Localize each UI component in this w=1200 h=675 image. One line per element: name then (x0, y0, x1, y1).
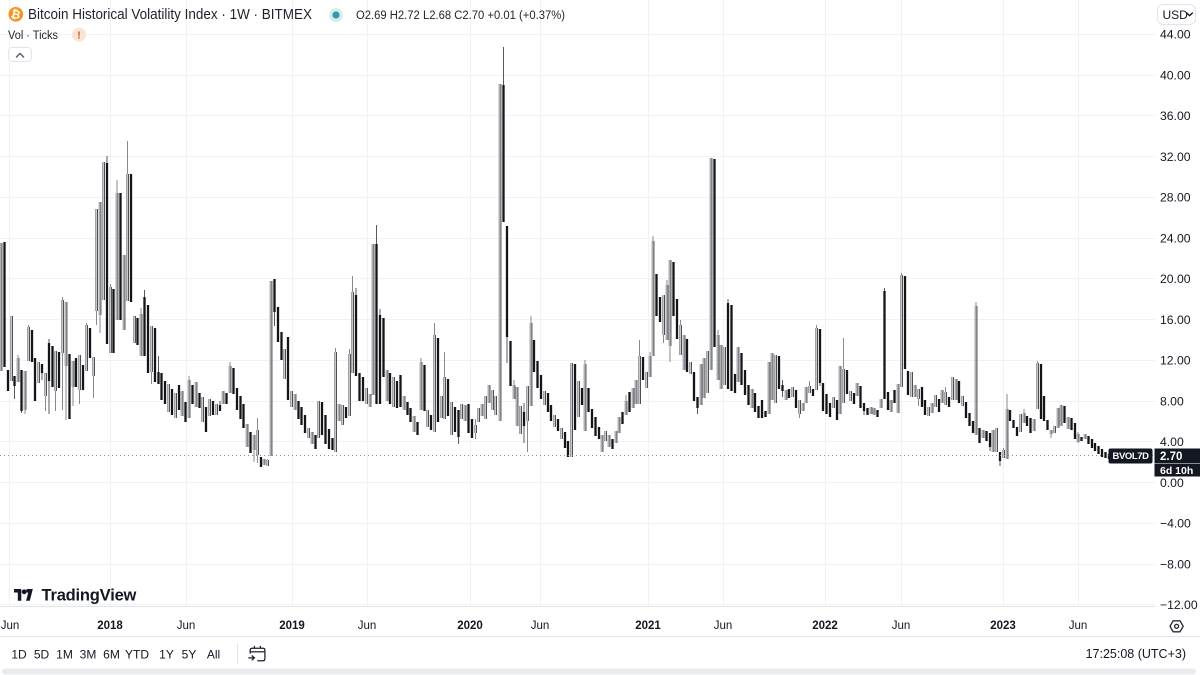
svg-text:0.00: 0.00 (1160, 476, 1184, 490)
svg-text:Jun: Jun (714, 620, 733, 632)
svg-text:2.70: 2.70 (1160, 451, 1182, 463)
svg-text:20.00: 20.00 (1160, 272, 1191, 286)
svg-text:5Y: 5Y (182, 648, 197, 662)
svg-text:8.00: 8.00 (1160, 394, 1184, 408)
svg-text:2021: 2021 (635, 620, 661, 632)
svg-text:Bitcoin Historical Volatility: Bitcoin Historical Volatility Index · 1W… (28, 6, 312, 23)
svg-text:−12.00: −12.00 (1160, 598, 1198, 612)
svg-text:Jun: Jun (177, 620, 196, 632)
svg-text:O2.69 H2.72 L2.68 C2.70 +0.01: O2.69 H2.72 L2.68 C2.70 +0.01 (+0.37%) (356, 10, 565, 22)
svg-text:!: ! (77, 30, 81, 42)
svg-text:17:25:08 (UTC+3): 17:25:08 (UTC+3) (1086, 647, 1186, 661)
svg-text:2020: 2020 (457, 620, 483, 632)
svg-text:12.00: 12.00 (1160, 354, 1191, 368)
svg-text:2022: 2022 (812, 620, 838, 632)
svg-text:32.00: 32.00 (1160, 150, 1191, 164)
svg-text:TradingView: TradingView (42, 587, 137, 605)
svg-text:−4.00: −4.00 (1160, 517, 1191, 531)
svg-text:5D: 5D (34, 648, 50, 662)
svg-text:−8.00: −8.00 (1160, 557, 1191, 571)
svg-text:6d 10h: 6d 10h (1160, 465, 1193, 477)
svg-text:28.00: 28.00 (1160, 191, 1191, 205)
svg-text:40.00: 40.00 (1160, 68, 1191, 82)
svg-text:1Y: 1Y (159, 648, 174, 662)
svg-text:All: All (207, 648, 220, 662)
svg-text:24.00: 24.00 (1160, 231, 1191, 245)
svg-text:4.00: 4.00 (1160, 435, 1184, 449)
svg-text:₿: ₿ (10, 8, 22, 22)
svg-text:36.00: 36.00 (1160, 109, 1191, 123)
svg-text:Vol · Ticks: Vol · Ticks (8, 30, 58, 42)
svg-text:6M: 6M (103, 648, 120, 662)
svg-text:YTD: YTD (125, 648, 149, 662)
svg-text:Jun: Jun (892, 620, 911, 632)
svg-text:3M: 3M (80, 648, 97, 662)
svg-text:44.00: 44.00 (1160, 28, 1191, 42)
svg-text:2019: 2019 (279, 620, 305, 632)
svg-text:Jun: Jun (1, 620, 20, 632)
svg-text:16.00: 16.00 (1160, 313, 1191, 327)
svg-text:2018: 2018 (97, 620, 123, 632)
svg-text:2023: 2023 (990, 620, 1016, 632)
svg-text:1M: 1M (56, 648, 73, 662)
svg-text:1D: 1D (11, 648, 27, 662)
svg-text:Jun: Jun (531, 620, 550, 632)
svg-text:BVOL7D: BVOL7D (1113, 451, 1150, 462)
svg-text:Jun: Jun (358, 620, 377, 632)
svg-text:USD: USD (1163, 8, 1189, 22)
svg-text:Jun: Jun (1069, 620, 1088, 632)
